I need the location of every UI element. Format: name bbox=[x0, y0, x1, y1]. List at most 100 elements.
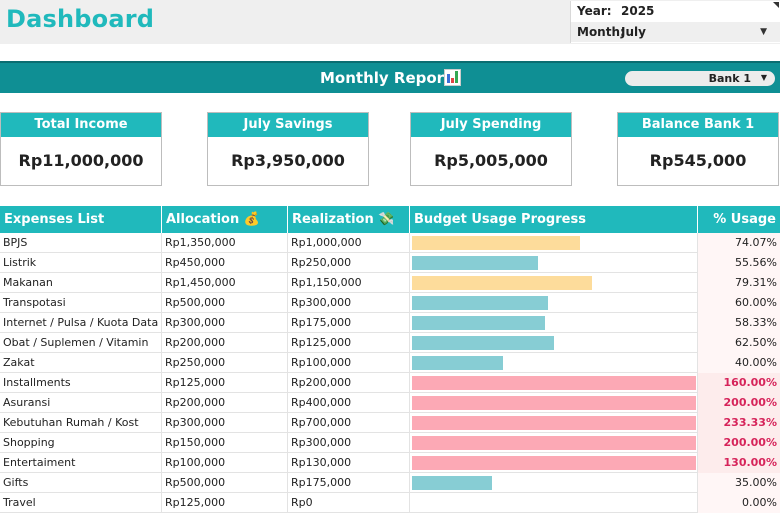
month-value[interactable]: July bbox=[621, 25, 646, 39]
budget-progress-cell[interactable] bbox=[410, 453, 698, 473]
usage-percent[interactable]: 0.00% bbox=[698, 493, 780, 513]
budget-progress-cell[interactable] bbox=[410, 333, 698, 353]
table-row: Makanan Rp1,450,000 Rp1,150,000 79.31% bbox=[0, 273, 780, 293]
usage-percent[interactable]: 55.56% bbox=[698, 253, 780, 273]
realization-value[interactable]: Rp200,000 bbox=[288, 373, 410, 393]
usage-percent[interactable]: 200.00% bbox=[698, 393, 780, 413]
table-row: Obat / Suplemen / Vitamin Rp200,000 Rp125,… bbox=[0, 333, 780, 353]
note-corner-icon bbox=[773, 2, 779, 8]
card-value: Rp5,005,000 bbox=[434, 151, 548, 170]
usage-percent[interactable]: 62.50% bbox=[698, 333, 780, 353]
allocation-value[interactable]: Rp300,000 bbox=[162, 313, 288, 333]
budget-progress-cell[interactable] bbox=[410, 493, 698, 513]
allocation-value[interactable]: Rp1,450,000 bbox=[162, 273, 288, 293]
header-budget-progress[interactable]: Budget Usage Progress bbox=[410, 206, 698, 233]
allocation-value[interactable]: Rp125,000 bbox=[162, 493, 288, 513]
usage-percent[interactable]: 35.00% bbox=[698, 473, 780, 493]
realization-value[interactable]: Rp0 bbox=[288, 493, 410, 513]
card-label: July Savings bbox=[208, 113, 368, 137]
expense-name[interactable]: Travel bbox=[0, 493, 162, 513]
expense-name[interactable]: Gifts bbox=[0, 473, 162, 493]
realization-value[interactable]: Rp300,000 bbox=[288, 433, 410, 453]
header-realization[interactable]: Realization 💸 bbox=[288, 206, 410, 233]
year-label: Year: bbox=[577, 4, 612, 18]
month-dropdown[interactable]: Month: July ▼ bbox=[571, 22, 780, 42]
usage-percent[interactable]: 79.31% bbox=[698, 273, 780, 293]
realization-value[interactable]: Rp400,000 bbox=[288, 393, 410, 413]
expense-name[interactable]: Listrik bbox=[0, 253, 162, 273]
realization-value[interactable]: Rp100,000 bbox=[288, 353, 410, 373]
budget-progress-cell[interactable] bbox=[410, 473, 698, 493]
realization-value[interactable]: Rp300,000 bbox=[288, 293, 410, 313]
header-usage[interactable]: % Usage bbox=[713, 212, 776, 227]
expense-name[interactable]: Asuransi bbox=[0, 393, 162, 413]
expense-name[interactable]: Transpotasi bbox=[0, 293, 162, 313]
table-row: Listrik Rp450,000 Rp250,000 55.56% bbox=[0, 253, 780, 273]
usage-percent[interactable]: 130.00% bbox=[698, 453, 780, 473]
allocation-value[interactable]: Rp450,000 bbox=[162, 253, 288, 273]
table-row: Internet / Pulsa / Kuota Data Rp300,000 Rp… bbox=[0, 313, 780, 333]
usage-percent[interactable]: 160.00% bbox=[698, 373, 780, 393]
allocation-value[interactable]: Rp200,000 bbox=[162, 393, 288, 413]
budget-progress-cell[interactable] bbox=[410, 293, 698, 313]
usage-percent[interactable]: 58.33% bbox=[698, 313, 780, 333]
bank-dropdown[interactable]: Bank 1 ▼ bbox=[625, 71, 775, 86]
expense-name[interactable]: Shopping bbox=[0, 433, 162, 453]
expense-name[interactable]: Obat / Suplemen / Vitamin bbox=[0, 333, 162, 353]
budget-progress-cell[interactable] bbox=[410, 373, 698, 393]
allocation-value[interactable]: Rp250,000 bbox=[162, 353, 288, 373]
realization-value[interactable]: Rp175,000 bbox=[288, 473, 410, 493]
header-expenses-list[interactable]: Expenses List bbox=[0, 206, 162, 233]
allocation-value[interactable]: Rp100,000 bbox=[162, 453, 288, 473]
realization-value[interactable]: Rp1,000,000 bbox=[288, 233, 410, 253]
budget-progress-bar bbox=[412, 316, 545, 330]
card-label: Balance Bank 1 bbox=[618, 113, 778, 137]
allocation-value[interactable]: Rp300,000 bbox=[162, 413, 288, 433]
expense-name[interactable]: Entertaiment bbox=[0, 453, 162, 473]
expense-name[interactable]: Zakat bbox=[0, 353, 162, 373]
table-row: Kebutuhan Rumah / Kost Rp300,000 Rp700,000… bbox=[0, 413, 780, 433]
chevron-down-icon[interactable]: ▼ bbox=[760, 27, 767, 37]
budget-progress-cell[interactable] bbox=[410, 313, 698, 333]
expense-name[interactable]: Installments bbox=[0, 373, 162, 393]
year-row[interactable]: Year: 2025 bbox=[571, 1, 780, 21]
monthly-report-bar: Monthly Report Bank 1 ▼ bbox=[0, 61, 780, 93]
budget-progress-cell[interactable] bbox=[410, 413, 698, 433]
budget-progress-cell[interactable] bbox=[410, 273, 698, 293]
budget-progress-cell[interactable] bbox=[410, 233, 698, 253]
realization-value[interactable]: Rp125,000 bbox=[288, 333, 410, 353]
realization-value[interactable]: Rp700,000 bbox=[288, 413, 410, 433]
expense-name[interactable]: BPJS bbox=[0, 233, 162, 253]
realization-value[interactable]: Rp130,000 bbox=[288, 453, 410, 473]
usage-percent[interactable]: 40.00% bbox=[698, 353, 780, 373]
usage-percent[interactable]: 200.00% bbox=[698, 433, 780, 453]
year-value[interactable]: 2025 bbox=[621, 4, 655, 18]
budget-progress-cell[interactable] bbox=[410, 253, 698, 273]
top-bar: Dashboard Year: 2025 Month: July ▼ bbox=[0, 0, 780, 44]
expense-name[interactable]: Makanan bbox=[0, 273, 162, 293]
header-allocation[interactable]: Allocation 💰 bbox=[162, 206, 288, 233]
budget-progress-bar bbox=[412, 456, 696, 470]
expense-name[interactable]: Internet / Pulsa / Kuota Data bbox=[0, 313, 162, 333]
allocation-value[interactable]: Rp150,000 bbox=[162, 433, 288, 453]
allocation-value[interactable]: Rp200,000 bbox=[162, 333, 288, 353]
allocation-value[interactable]: Rp500,000 bbox=[162, 293, 288, 313]
usage-percent[interactable]: 74.07% bbox=[698, 233, 780, 253]
table-row: Zakat Rp250,000 Rp100,000 40.00% bbox=[0, 353, 780, 373]
budget-progress-bar bbox=[412, 336, 554, 350]
allocation-value[interactable]: Rp125,000 bbox=[162, 373, 288, 393]
expense-name[interactable]: Kebutuhan Rumah / Kost bbox=[0, 413, 162, 433]
budget-progress-cell[interactable] bbox=[410, 393, 698, 413]
card-value: Rp545,000 bbox=[649, 151, 747, 170]
chevron-down-icon[interactable]: ▼ bbox=[760, 73, 767, 82]
realization-value[interactable]: Rp250,000 bbox=[288, 253, 410, 273]
realization-value[interactable]: Rp1,150,000 bbox=[288, 273, 410, 293]
budget-progress-cell[interactable] bbox=[410, 353, 698, 373]
allocation-value[interactable]: Rp500,000 bbox=[162, 473, 288, 493]
usage-percent[interactable]: 60.00% bbox=[698, 293, 780, 313]
budget-progress-bar bbox=[412, 396, 696, 410]
budget-progress-cell[interactable] bbox=[410, 433, 698, 453]
realization-value[interactable]: Rp175,000 bbox=[288, 313, 410, 333]
allocation-value[interactable]: Rp1,350,000 bbox=[162, 233, 288, 253]
usage-percent[interactable]: 233.33% bbox=[698, 413, 780, 433]
